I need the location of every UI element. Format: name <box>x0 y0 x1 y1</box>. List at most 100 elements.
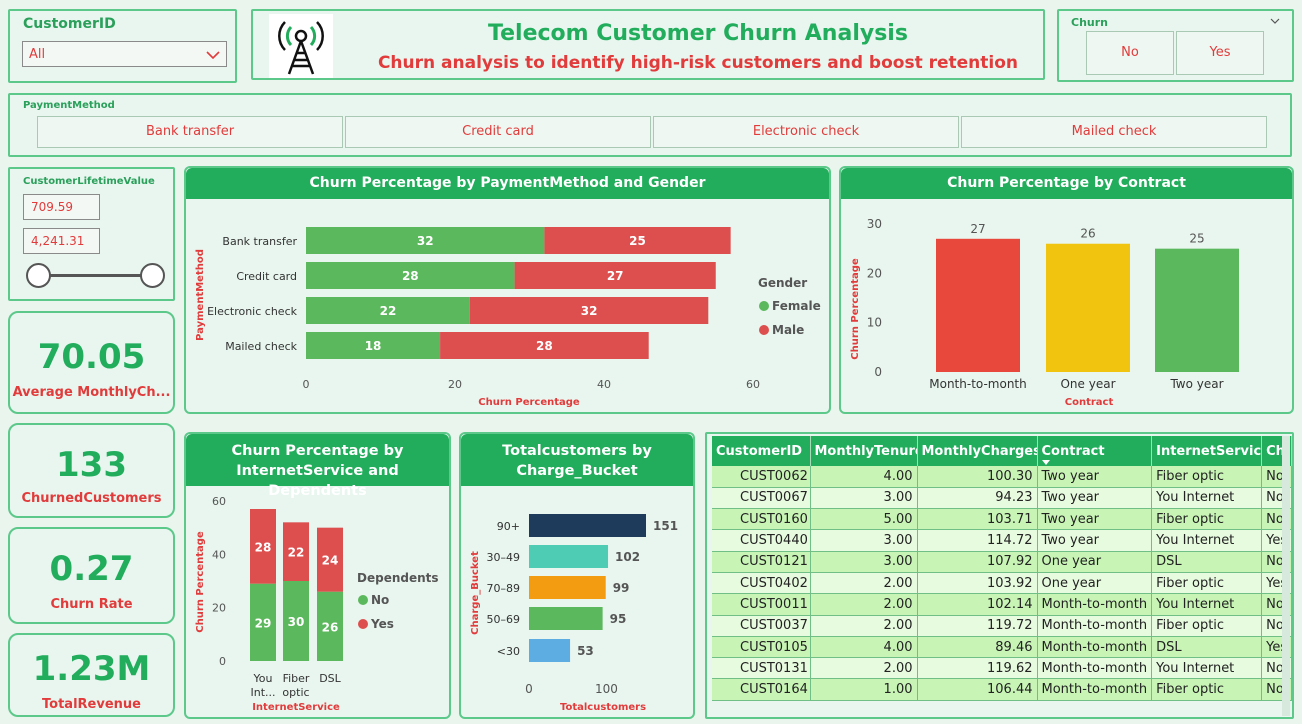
table-cell: CUST0131 <box>712 657 811 680</box>
chart-title-line2: InternetService and Dependents <box>236 463 399 499</box>
table-cell: Month-to-month <box>1037 678 1153 701</box>
table-cell: 3.00 <box>810 551 918 573</box>
table-cell: You Internet <box>1151 593 1263 616</box>
chart-title: Churn Percentage by Contract <box>841 168 1292 199</box>
y-tick-label: Bank transfer <box>222 235 297 248</box>
table-cell: DSL <box>1151 551 1263 573</box>
chart-title-line2: Charge_Bucket <box>516 463 638 479</box>
chart-title: Totalcustomers by Charge_Bucket <box>461 434 693 486</box>
bar <box>529 545 609 568</box>
data-label: 99 <box>613 581 630 595</box>
legend-marker <box>759 325 769 335</box>
table-row[interactable]: CUST0440 3.00 114.72 Two year You Internet Ye… <box>712 529 1292 552</box>
clv-slider-handle-min[interactable] <box>26 263 51 288</box>
table-cell: Two year <box>1037 466 1153 488</box>
table-cell: 3.00 <box>810 529 918 552</box>
table-cell: Month-to-month <box>1037 657 1153 680</box>
column-header[interactable]: InternetService <box>1151 436 1263 466</box>
data-label: 22 <box>380 304 397 318</box>
table-row[interactable]: CUST0121 3.00 107.92 One year DSL No <box>712 551 1292 573</box>
y-tick-label: 0 <box>219 655 226 668</box>
chevron-down-icon[interactable] <box>1270 18 1280 25</box>
table-row[interactable]: CUST0037 2.00 119.72 Month-to-month Fiber op… <box>712 615 1292 637</box>
legend-title: Gender <box>758 276 807 290</box>
bar-segment <box>306 297 470 324</box>
y-tick-label: 40 <box>212 548 226 561</box>
table-row[interactable]: CUST0402 2.00 103.92 One year Fiber optic Yes <box>712 572 1292 595</box>
data-label: 29 <box>255 616 272 630</box>
table-cell: One year <box>1037 551 1153 573</box>
customerid-slicer-label: CustomerID <box>23 16 116 32</box>
table-cell: CUST0402 <box>712 572 811 595</box>
payment-button-credit-card[interactable]: Credit card <box>345 116 651 148</box>
table-cell: 102.14 <box>917 593 1038 616</box>
table-row[interactable]: CUST0067 3.00 94.23 Two year You Internet No <box>712 487 1292 510</box>
clv-max-input[interactable]: 4,241.31 <box>23 228 100 254</box>
kpi-value: 70.05 <box>37 337 146 377</box>
table-cell: 3.00 <box>810 487 918 510</box>
data-label: 28 <box>255 540 272 554</box>
bar-segment <box>283 522 309 581</box>
kpi-value: 1.23M <box>32 649 151 689</box>
x-tick-label: Two year <box>1169 377 1223 391</box>
x-tick-label: 0 <box>303 378 310 391</box>
customerid-dropdown[interactable]: All <box>22 41 227 67</box>
bar-segment <box>544 227 731 254</box>
data-label: 30 <box>288 615 305 629</box>
table-row[interactable]: CUST0011 2.00 102.14 Month-to-month You Inte… <box>712 593 1292 616</box>
table-cell: 2.00 <box>810 615 918 637</box>
y-axis-label: Charge_Bucket <box>470 551 481 635</box>
customerid-dropdown-value: All <box>29 47 46 62</box>
table-row[interactable]: CUST0131 2.00 119.62 Month-to-month You Inte… <box>712 657 1292 680</box>
kpi-value: 0.27 <box>49 549 134 589</box>
payment-button-bank-transfer[interactable]: Bank transfer <box>37 116 343 148</box>
table-cell: 89.46 <box>917 636 1038 659</box>
payment-button-electronic-check[interactable]: Electronic check <box>653 116 959 148</box>
column-header[interactable]: MonthlyTenure <box>810 436 918 466</box>
data-label: 25 <box>1189 232 1204 246</box>
bar <box>1046 243 1130 372</box>
y-tick-label: 60 <box>212 495 226 508</box>
table-cell: You Internet <box>1151 487 1263 510</box>
table-cell: Fiber optic <box>1151 572 1263 595</box>
churn-button-no[interactable]: No <box>1086 31 1174 75</box>
chart-title-line1: Churn Percentage by <box>231 443 404 459</box>
table-cell: 119.72 <box>917 615 1038 637</box>
table-cell: CUST0121 <box>712 551 811 573</box>
paymentmethod-slicer-label: PaymentMethod <box>23 100 115 111</box>
table-row[interactable]: CUST0105 4.00 89.46 Month-to-month DSL Yes <box>712 636 1292 659</box>
kpi-value: 133 <box>56 445 127 485</box>
clv-min-input[interactable]: 709.59 <box>23 194 100 220</box>
signal-tower-icon <box>278 21 324 75</box>
column-header[interactable]: Contract <box>1037 436 1153 466</box>
table-row[interactable]: CUST0160 5.00 103.71 Two year Fiber optic No <box>712 508 1292 531</box>
x-tick-label: One year <box>1060 377 1115 391</box>
clv-slider-handle-max[interactable] <box>140 263 165 288</box>
table-row[interactable]: CUST0062 4.00 100.30 Two year Fiber optic No <box>712 466 1292 488</box>
table-cell: CUST0062 <box>712 466 811 488</box>
column-header[interactable]: CustomerID <box>712 436 811 466</box>
x-tick-label: 20 <box>448 378 462 391</box>
x-tick-label: You <box>253 672 273 685</box>
table-cell: CUST0067 <box>712 487 811 510</box>
legend-label: Yes <box>370 617 394 631</box>
clv-slider-track[interactable] <box>38 274 153 277</box>
data-label: 26 <box>1080 227 1095 241</box>
payment-button-mailed-check[interactable]: Mailed check <box>961 116 1267 148</box>
legend-label: Male <box>772 323 804 337</box>
chart-payment-gender-plot: Bank transfer 32 25 Credit card 28 27 Electron… <box>195 227 821 408</box>
table-scrollbar[interactable] <box>1282 436 1290 716</box>
table-cell: Two year <box>1037 508 1153 531</box>
bar <box>529 514 646 537</box>
x-axis-label: Contract <box>1065 397 1114 408</box>
legend-label: No <box>371 593 389 607</box>
chart-title: Churn Percentage by InternetService and … <box>186 434 449 499</box>
table-row[interactable]: CUST0164 1.00 106.44 Month-to-month Fiber op… <box>712 678 1292 701</box>
table-cell: 4.00 <box>810 466 918 488</box>
churn-button-yes[interactable]: Yes <box>1176 31 1264 75</box>
column-header[interactable]: MonthlyCharges <box>917 436 1038 466</box>
table-cell: CUST0164 <box>712 678 811 701</box>
table-cell: 5.00 <box>810 508 918 531</box>
chart-charge-bucket: Totalcustomers by Charge_Bucket 90+ 151 30… <box>459 432 695 719</box>
chart-contract: Churn Percentage by Contract 0 10 20 30 27 Mo… <box>839 166 1294 414</box>
